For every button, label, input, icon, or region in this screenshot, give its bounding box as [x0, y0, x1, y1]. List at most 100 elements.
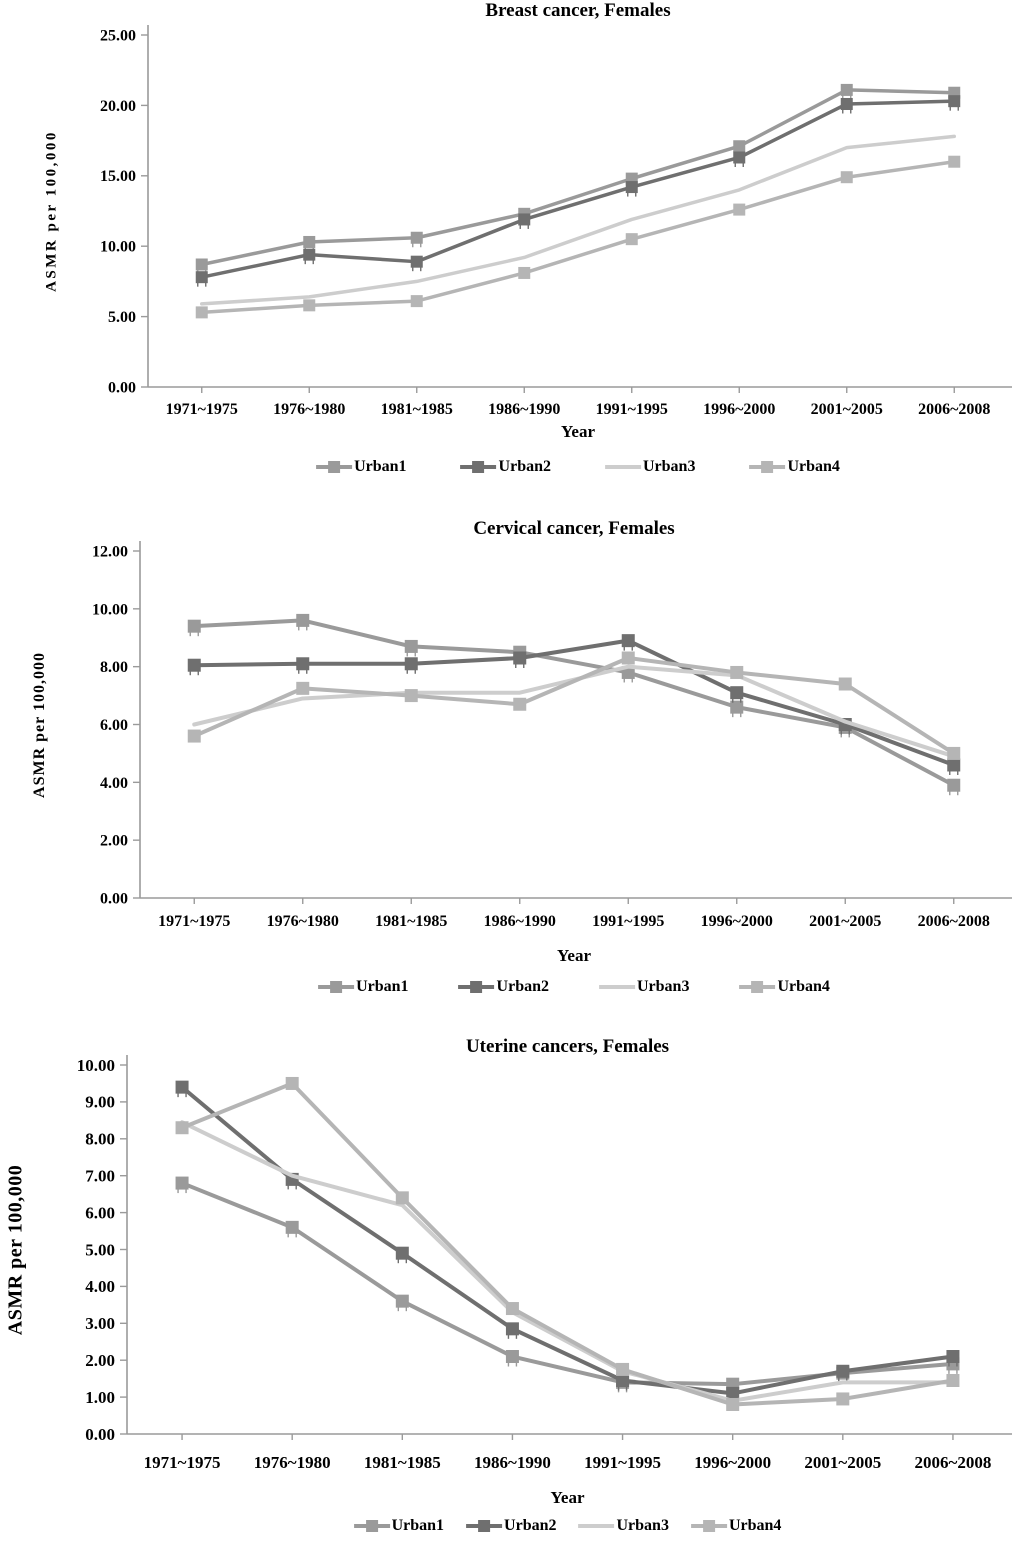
legend-line-sample: [605, 465, 641, 469]
legend-marker-sample: [365, 1520, 378, 1532]
x-tick-label: 1991~1995: [596, 401, 668, 418]
legend-item-urban2: Urban2: [458, 978, 549, 996]
series-line-urban4: [192, 655, 956, 756]
x-tick-label: 2006~2008: [918, 401, 990, 418]
data-point-urban1: [395, 1294, 409, 1308]
data-point-urban1: [175, 1176, 189, 1190]
legend-marker-sample: [478, 1520, 491, 1532]
chart-breast-cancer: Breast cancer, Females ASMR per 100,000 …: [0, 0, 1024, 510]
x-tick-label: 1971~1975: [166, 401, 238, 418]
data-point-urban4: [518, 266, 531, 279]
legend-label: Urban1: [354, 458, 407, 475]
legend-marker-sample: [470, 981, 483, 993]
data-point-urban1: [195, 258, 208, 271]
y-tick-label: 4.00: [100, 775, 128, 792]
legend-square-marker-icon: [749, 461, 786, 474]
legend-label: Urban2: [504, 1517, 557, 1534]
data-point-urban4: [625, 233, 638, 246]
legend-marker-sample: [702, 1520, 715, 1532]
x-tick-label: 1991~1995: [592, 913, 664, 930]
legend-item-urban4: Urban4: [690, 1517, 781, 1535]
data-point-urban1: [404, 639, 418, 653]
plot-area: 0.00 2.00 4.00 6.00 8.00 10.00 12.00 1971~1975 1…: [92, 541, 1012, 930]
legend-item-urban3: Urban3: [605, 458, 695, 476]
x-tick-label: 1976~1980: [267, 913, 339, 930]
legend-square-marker-icon: [353, 1520, 390, 1533]
legend-marker-sample: [330, 981, 343, 993]
data-point-urban2: [404, 657, 418, 671]
y-tick-label: 8.00: [85, 1130, 115, 1149]
data-point-urban2: [836, 1364, 850, 1378]
data-point-urban4: [947, 746, 961, 760]
legend: Urban1 Urban2 Urban3 Urban4: [318, 978, 830, 996]
chart-cervical-cancer: Cervical cancer, Females ASMR per 100,00…: [0, 510, 1024, 1030]
y-tick-label: 7.00: [85, 1166, 115, 1185]
data-point-urban2: [303, 248, 316, 261]
data-point-urban1: [505, 1350, 519, 1364]
data-point-urban1: [285, 1220, 299, 1234]
y-tick-label: 10.00: [92, 601, 128, 618]
x-tick-label: 2001~2005: [804, 1453, 881, 1472]
series-line-urban4: [200, 159, 956, 315]
data-point-urban2: [947, 758, 961, 772]
data-point-urban4: [187, 729, 201, 743]
legend-square-marker-icon: [466, 1520, 503, 1533]
data-point-urban1: [840, 83, 853, 96]
x-tick-label: 1971~1975: [158, 913, 230, 930]
legend-square-marker-icon: [690, 1520, 727, 1533]
x-axis-label: Year: [550, 1488, 585, 1507]
legend-item-urban3: Urban3: [578, 1517, 669, 1535]
y-tick-label: 6.00: [85, 1203, 115, 1222]
y-tick-label: 3.00: [85, 1314, 115, 1333]
data-point-urban2: [505, 1322, 519, 1336]
legend-label: Urban1: [356, 978, 409, 995]
data-point-urban2: [195, 271, 208, 284]
legend-label: Urban3: [643, 458, 696, 475]
x-tick-label: 1981~1985: [364, 1453, 441, 1472]
legend-item-urban4: Urban4: [739, 978, 830, 996]
x-tick-label: 1981~1985: [375, 913, 447, 930]
series-line-urban2: [200, 99, 956, 279]
x-tick-label: 2006~2008: [915, 1453, 992, 1472]
y-tick-label: 12.00: [92, 543, 128, 560]
y-tick-label: 0.00: [108, 379, 136, 396]
legend-line-icon: [578, 1520, 615, 1533]
x-tick-label: 1986~1990: [474, 1453, 551, 1472]
y-tick-label: 2.00: [85, 1351, 115, 1370]
y-tick-label: 1.00: [85, 1388, 115, 1407]
legend-label: Urban2: [496, 978, 549, 995]
data-point-urban4: [404, 689, 418, 703]
data-point-urban1: [296, 613, 310, 627]
legend-label: Urban3: [616, 1517, 669, 1534]
data-point-urban2: [187, 658, 201, 672]
legend-item-urban2: Urban2: [460, 458, 551, 476]
data-point-urban2: [733, 151, 746, 164]
data-point-urban1: [947, 778, 961, 792]
data-point-urban1: [303, 235, 316, 248]
data-point-urban2: [946, 1350, 960, 1364]
data-point-urban4: [726, 1397, 740, 1411]
chart-title: Cervical cancer, Females: [473, 518, 675, 539]
data-point-urban4: [838, 677, 852, 691]
x-tick-label: 2001~2005: [811, 401, 883, 418]
data-point-urban1: [187, 619, 201, 633]
x-axis-label: Year: [557, 946, 591, 965]
y-tick-label: 0.00: [85, 1425, 115, 1444]
data-point-urban4: [616, 1362, 630, 1376]
x-tick-label: 1986~1990: [484, 913, 556, 930]
data-point-urban2: [730, 686, 744, 700]
legend-label: Urban4: [787, 458, 840, 475]
legend-item-urban1: Urban1: [318, 978, 409, 996]
y-tick-label: 25.00: [100, 27, 136, 44]
series-line-urban2: [192, 638, 956, 767]
legend-square-marker-icon: [458, 981, 495, 994]
chart-uterine-cancers: Uterine cancers, Females ASMR per 100,00…: [0, 1030, 1024, 1552]
y-tick-label: 5.00: [85, 1240, 115, 1259]
legend-item-urban1: Urban1: [353, 1517, 444, 1535]
x-axis-label: Year: [561, 422, 595, 441]
chart-title: Uterine cancers, Females: [465, 1036, 670, 1057]
data-point-urban2: [175, 1080, 189, 1094]
plot-area: 0.00 5.00 10.00 15.00 20.00 25.00 1971~1975 197…: [100, 25, 1012, 418]
legend-marker-sample: [761, 461, 774, 473]
